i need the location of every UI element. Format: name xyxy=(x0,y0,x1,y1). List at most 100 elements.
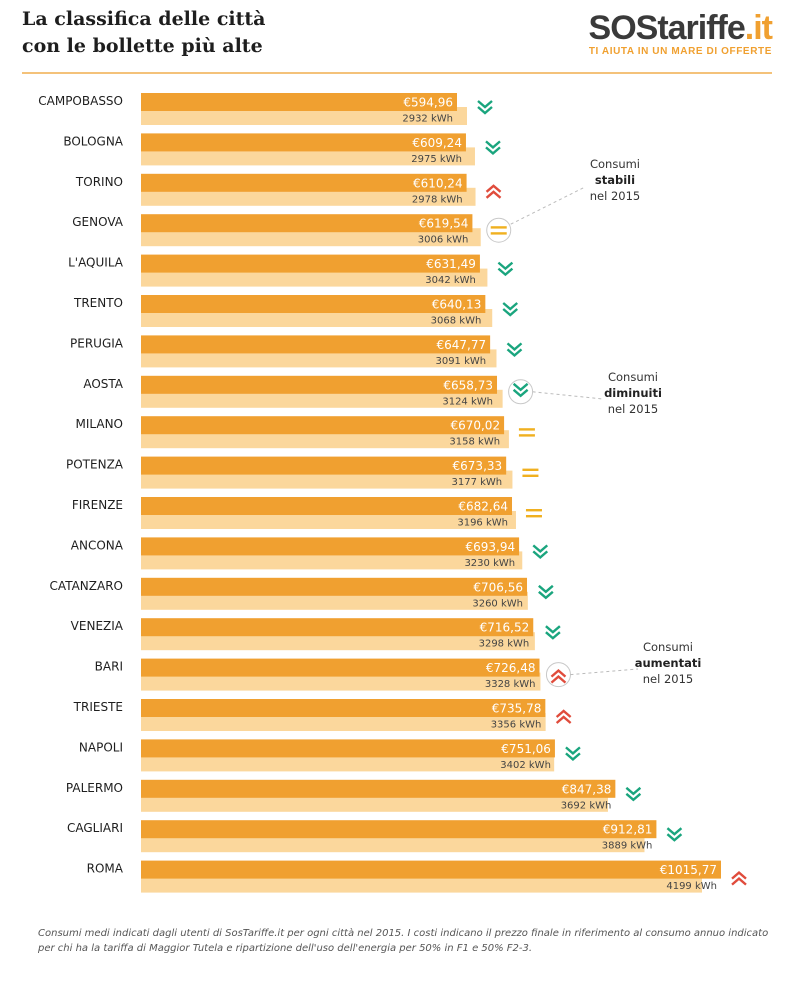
kwh-bar xyxy=(141,511,516,529)
bill-value-label: €631,49 xyxy=(426,257,476,271)
bill-value-label: €610,24 xyxy=(413,176,463,190)
kwh-bar xyxy=(141,753,555,772)
kwh-bar xyxy=(141,470,513,489)
header-divider xyxy=(22,72,772,74)
kwh-value-label: 3230 kWh xyxy=(464,558,515,569)
bill-value-label: €647,77 xyxy=(437,338,487,352)
kwh-value-label: 3042 kWh xyxy=(425,275,476,286)
kwh-value-label: 3091 kWh xyxy=(435,356,486,367)
kwh-value-label: 3889 kWh xyxy=(602,841,653,852)
trend-up-icon xyxy=(485,184,502,199)
trend-stable-icon xyxy=(522,468,539,477)
kwh-bar xyxy=(141,389,503,408)
callout-line xyxy=(570,668,639,676)
city-label: TRENTO xyxy=(73,296,123,310)
kwh-value-label: 3177 kWh xyxy=(452,477,503,488)
trend-up-icon xyxy=(555,709,572,724)
trend-down-icon xyxy=(565,746,581,761)
kwh-bar xyxy=(141,430,509,449)
logo-brand: SOStariffe xyxy=(588,9,746,47)
trend-stable-icon xyxy=(525,509,542,518)
kwh-bar xyxy=(141,591,528,610)
bill-value-label: €640,13 xyxy=(432,298,482,312)
bill-bar xyxy=(141,860,721,879)
kwh-value-label: 2932 kWh xyxy=(402,114,453,125)
city-label: ROMA xyxy=(87,862,124,876)
trend-down-icon xyxy=(532,544,549,559)
bill-bar xyxy=(141,658,540,677)
bill-value-label: €847,38 xyxy=(562,782,612,796)
trend-down-icon xyxy=(625,786,642,802)
kwh-value-label: 3328 kWh xyxy=(485,679,536,690)
kwh-bar xyxy=(141,672,541,691)
bill-bar xyxy=(141,254,480,273)
trend-stable-icon xyxy=(490,226,507,235)
bill-bar xyxy=(141,618,534,637)
bill-bar xyxy=(141,214,473,233)
city-label: BOLOGNA xyxy=(63,134,123,148)
callout-ring xyxy=(545,662,571,688)
bill-bar xyxy=(141,295,486,313)
kwh-bar xyxy=(141,874,702,893)
trend-down-icon xyxy=(538,584,554,600)
trend-down-icon xyxy=(512,382,529,398)
bill-value-label: €594,96 xyxy=(403,96,453,110)
kwh-value-label: 3196 kWh xyxy=(457,518,508,529)
city-label: FIRENZE xyxy=(72,498,123,512)
trend-down-icon xyxy=(545,625,561,640)
bill-bar xyxy=(141,416,505,435)
bill-value-label: €751,06 xyxy=(501,742,551,756)
bill-value-label: €619,54 xyxy=(419,217,469,231)
bill-bar xyxy=(141,93,457,111)
bill-bar xyxy=(141,779,616,798)
kwh-bar xyxy=(141,713,546,731)
kwh-bar xyxy=(141,147,475,166)
callout-text-line1: Consumi xyxy=(608,370,658,384)
city-label: CAMPOBASSO xyxy=(38,94,123,108)
city-label: TRIESTE xyxy=(73,700,123,714)
trend-up-icon xyxy=(731,871,747,886)
city-label: VENEZIA xyxy=(71,619,124,633)
kwh-value-label: 4199 kWh xyxy=(666,881,717,892)
city-label: TORINO xyxy=(75,175,123,189)
bill-bar xyxy=(141,375,498,394)
trend-up-icon xyxy=(550,669,567,684)
logo-suffix: .it xyxy=(744,9,773,47)
callout-line xyxy=(510,186,586,225)
trend-down-icon xyxy=(497,261,514,277)
trend-down-icon xyxy=(666,827,683,842)
kwh-bar xyxy=(141,268,488,287)
callout-text-line2: aumentati xyxy=(635,656,702,670)
callout-ring xyxy=(508,379,534,405)
callout-text-line1: Consumi xyxy=(643,640,693,654)
kwh-value-label: 3298 kWh xyxy=(479,639,530,650)
bill-bar xyxy=(141,173,467,192)
kwh-value-label: 2975 kWh xyxy=(411,154,462,165)
kwh-bar xyxy=(141,551,523,570)
kwh-bar xyxy=(141,834,645,853)
logo-wordmark: SOStariffe.it xyxy=(588,8,773,48)
kwh-value-label: 3158 kWh xyxy=(449,437,500,448)
kwh-value-label: 3692 kWh xyxy=(561,800,612,811)
trend-down-icon xyxy=(506,342,523,357)
bill-value-label: €912,81 xyxy=(603,823,653,837)
kwh-bar xyxy=(141,107,467,125)
kwh-bar xyxy=(141,793,608,812)
bill-bar xyxy=(141,456,507,475)
city-label: PERUGIA xyxy=(70,336,124,350)
title-line-2: con le bollette più alte xyxy=(22,35,263,57)
kwh-value-label: 3006 kWh xyxy=(418,235,469,246)
bill-value-label: €682,64 xyxy=(458,500,508,514)
city-label: ANCONA xyxy=(71,538,124,552)
city-label: NAPOLI xyxy=(79,740,123,754)
bill-value-label: €670,02 xyxy=(450,419,500,433)
bill-value-label: €706,56 xyxy=(473,580,523,594)
kwh-value-label: 3402 kWh xyxy=(500,760,551,771)
bill-bar xyxy=(141,820,657,839)
callout-text-line3: nel 2015 xyxy=(590,189,640,203)
kwh-bar xyxy=(141,228,481,247)
title-line-1: La classifica delle città xyxy=(22,8,266,30)
callout-text-line2: stabili xyxy=(595,173,635,187)
kwh-value-label: 2978 kWh xyxy=(412,194,463,205)
